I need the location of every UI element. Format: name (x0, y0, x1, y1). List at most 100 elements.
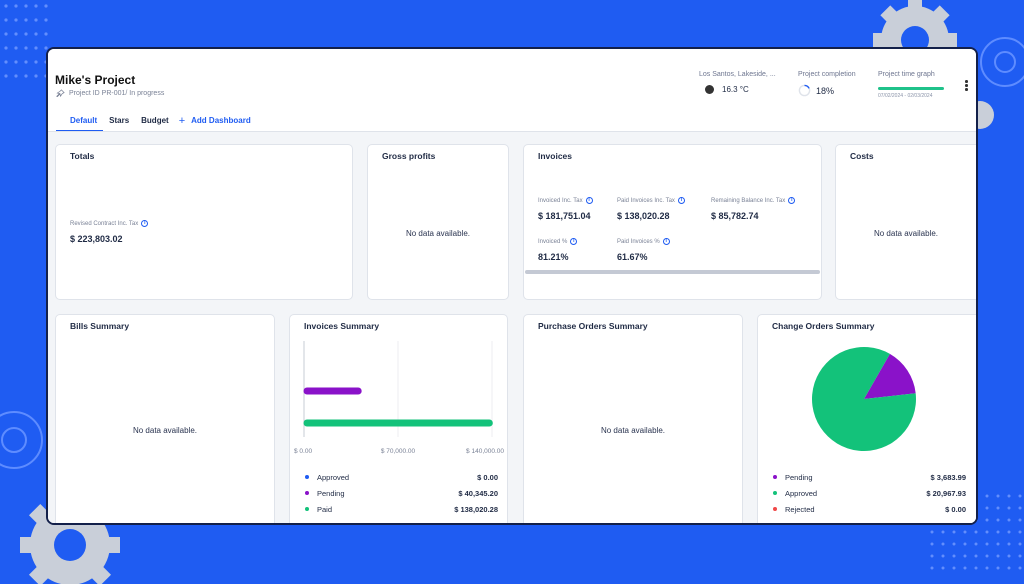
legend-label: Paid (317, 504, 333, 514)
no-data-message: No data available. (600, 426, 666, 435)
no-data-message: No data available. (873, 229, 939, 238)
legend-item-pending[interactable]: Pending $ 40,345.20 (303, 485, 498, 501)
metric-value: 61.67% (617, 252, 648, 262)
metric-label: Invoiced % (538, 238, 568, 245)
dashboard-content: Totals Revised Contract Inc. Tax i $ 223… (48, 132, 976, 523)
legend-item-paid[interactable]: Paid $ 138,020.28 (303, 501, 498, 517)
card-title: Costs (850, 151, 874, 161)
tick-label: $ 0.00 (294, 448, 312, 455)
time-graph-dates: 07/02/2024 - 02/03/2024 (878, 93, 933, 99)
legend-item-rejected[interactable]: Rejected $ 0.00 (771, 501, 966, 517)
add-dashboard-button[interactable]: + Add Dashboard (175, 113, 257, 131)
metric-label: Remaining Balance Inc. Tax (711, 197, 786, 204)
card-title: Gross profits (382, 151, 436, 161)
invoices-metric: Remaining Balance Inc. Tax i $ 85,782.74 (711, 197, 796, 221)
invoices-summary-card: Invoices Summary $ 0.00 $ 70,000.00 $ 140,… (289, 314, 508, 523)
legend-label: Rejected (785, 504, 815, 514)
legend-dot (773, 491, 777, 495)
legend-label: Approved (785, 488, 818, 498)
tab-budget[interactable]: Budget (141, 116, 169, 125)
project-time-graph-widget: Project time graph 07/02/2024 - 02/03/20… (878, 71, 944, 99)
info-icon[interactable]: i (677, 197, 685, 204)
legend-dot (305, 491, 309, 495)
invoices-metric: Paid Invoices Inc. Tax i $ 138,020.28 (617, 197, 685, 221)
completion-value: 18% (816, 85, 835, 96)
dashboard-window: Mike's Project Project ID PR-001/ In pro… (46, 47, 978, 525)
weather-location: Los Santos, Lakeside, ... (699, 71, 776, 78)
card-title: Purchase Orders Summary (538, 321, 648, 331)
legend-dot (773, 507, 777, 511)
legend-label: Approved (317, 472, 350, 482)
progress-ring-icon (798, 84, 811, 97)
metric-value: $ 85,782.74 (711, 211, 759, 221)
metric-value: 81.21% (538, 252, 569, 262)
more-options-icon[interactable] (965, 80, 969, 92)
metric-value: $ 181,751.04 (538, 211, 591, 221)
pie-slice-approved[interactable] (812, 347, 916, 451)
legend-value: $ 3,683.99 (930, 472, 966, 482)
no-data-message: No data available. (405, 229, 471, 238)
legend-value: $ 138,020.28 (454, 504, 498, 514)
weather-widget[interactable]: Los Santos, Lakeside, ... 16.3 °C (699, 71, 776, 94)
info-icon[interactable]: i (570, 238, 578, 245)
project-subtitle: Project ID PR-001/ In progress (56, 89, 164, 98)
legend-item-pending[interactable]: Pending $ 3,683.99 (771, 469, 966, 485)
card-title: Invoices (538, 151, 573, 161)
time-graph-label: Project time graph (878, 71, 935, 78)
invoices-metric: Invoiced % i 81.21% (538, 238, 578, 262)
metric-value: $ 138,020.28 (617, 211, 670, 221)
tab-stars[interactable]: Stars (109, 116, 130, 125)
change-orders-legend: Pending $ 3,683.99 Approved $ 20,967.93 … (771, 469, 966, 517)
info-icon[interactable]: i (585, 197, 593, 204)
tick-label: $ 140,000.00 (466, 448, 504, 455)
legend-value: $ 0.00 (477, 472, 498, 482)
purchase-orders-summary-card: Purchase Orders Summary No data availabl… (523, 314, 743, 523)
info-icon[interactable]: i (662, 238, 670, 245)
metric-value: $ 223,803.02 (70, 234, 123, 244)
legend-item-approved[interactable]: Approved $ 20,967.93 (771, 485, 966, 501)
card-title: Invoices Summary (304, 321, 380, 331)
pie-slice-pending[interactable] (864, 353, 916, 399)
metric-label: Invoiced Inc. Tax (538, 197, 583, 204)
legend-value: $ 0.00 (945, 504, 966, 514)
invoices-summary-bar-chart: $ 0.00 $ 70,000.00 $ 140,000.00 (294, 341, 504, 455)
bills-summary-card: Bills Summary No data available. (55, 314, 275, 523)
metric-label: Paid Invoices % (617, 238, 660, 245)
invoices-metric: Invoiced Inc. Tax i $ 181,751.04 (538, 197, 593, 221)
add-dashboard-label: Add Dashboard (191, 116, 251, 125)
weather-temperature: 16.3 °C (722, 85, 749, 94)
tab-default[interactable]: Default (56, 113, 104, 131)
info-icon[interactable]: i (788, 197, 796, 204)
legend-dot (773, 475, 777, 479)
horizontal-scrollbar[interactable] (525, 270, 820, 274)
time-graph-bar (878, 87, 944, 90)
card-title: Bills Summary (70, 321, 130, 331)
legend-item-approved[interactable]: Approved $ 0.00 (303, 469, 498, 485)
project-header: Mike's Project Project ID PR-001/ In pro… (48, 49, 976, 131)
invoices-metric: Paid Invoices % i 61.67% (617, 238, 670, 262)
card-title: Change Orders Summary (772, 321, 875, 331)
costs-card: Costs No data available. (835, 144, 976, 300)
gross-profits-card: Gross profits No data available. (367, 144, 509, 300)
no-data-message: No data available. (132, 426, 198, 435)
header-divider (48, 131, 976, 132)
dashboard-tabs: Default Stars Budget + Add Dashboard (56, 113, 257, 131)
change-orders-summary-card: Change Orders Summary Pending $ 3,683.99… (757, 314, 976, 523)
invoices-card: Invoices Invoiced Inc. Tax i $ 181,751.04… (523, 144, 822, 300)
pin-icon (56, 89, 65, 98)
card-title: Totals (70, 151, 95, 161)
plus-icon: + (178, 114, 186, 127)
legend-label: Pending (785, 472, 813, 482)
completion-label: Project completion (798, 71, 856, 78)
weather-icon (705, 85, 714, 94)
project-id-status: Project ID PR-001/ In progress (69, 90, 165, 97)
legend-value: $ 20,967.93 (926, 488, 966, 498)
totals-card: Totals Revised Contract Inc. Tax i $ 223… (55, 144, 353, 300)
page-title: Mike's Project (55, 73, 136, 87)
project-completion-widget: Project completion 18% (798, 71, 856, 97)
invoices-summary-legend: Approved $ 0.00 Pending $ 40,345.20 Paid… (303, 469, 498, 517)
info-icon[interactable]: i (141, 220, 149, 227)
legend-value: $ 40,345.20 (458, 488, 498, 498)
legend-label: Pending (317, 488, 345, 498)
legend-dot (305, 475, 309, 479)
